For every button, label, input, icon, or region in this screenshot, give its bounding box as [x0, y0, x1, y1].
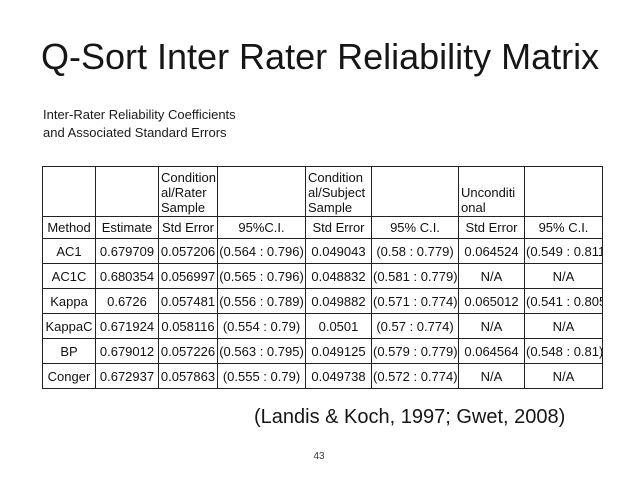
table-column-header-row: Method Estimate Std Error 95%C.I. Std Er…: [42, 216, 603, 239]
value-cell: 0.056997: [158, 263, 218, 289]
value-cell: (0.581 : 0.779): [371, 263, 459, 289]
column-header-ci: 95% C.I.: [524, 216, 603, 239]
method-cell: Conger: [42, 363, 96, 389]
column-header-ci: 95% C.I.: [371, 216, 459, 239]
value-cell: 0.057226: [158, 338, 218, 364]
value-cell: 0.6726: [95, 288, 159, 314]
method-cell: BP: [42, 338, 96, 364]
group-header-cell: [371, 166, 459, 217]
value-cell: 0.064524: [458, 238, 525, 264]
value-cell: 0.672937: [95, 363, 159, 389]
value-cell: (0.556 : 0.789): [217, 288, 306, 314]
method-cell: AC1: [42, 238, 96, 264]
column-header-std-error: Std Error: [458, 216, 525, 239]
subtitle-line-2: and Associated Standard Errors: [43, 125, 227, 140]
value-cell: 0.049125: [305, 338, 372, 364]
table-row: Kappa 0.6726 0.057481 (0.556 : 0.789) 0.…: [42, 288, 603, 314]
column-header-std-error: Std Error: [158, 216, 218, 239]
table-row: KappaC 0.671924 0.058116 (0.554 : 0.79) …: [42, 313, 603, 339]
column-header-estimate: Estimate: [95, 216, 159, 239]
group-header-unconditional: Unconditi onal: [458, 166, 525, 217]
value-cell: (0.554 : 0.79): [217, 313, 306, 339]
value-cell: (0.572 : 0.774): [371, 363, 459, 389]
subtitle: Inter-Rater Reliability Coefficients and…: [43, 106, 236, 142]
value-cell: 0.049043: [305, 238, 372, 264]
value-cell: 0.049882: [305, 288, 372, 314]
value-cell: N/A: [458, 363, 525, 389]
value-cell: 0.057481: [158, 288, 218, 314]
citation-text: (Landis & Koch, 1997; Gwet, 2008): [254, 406, 566, 428]
value-cell: (0.565 : 0.796): [217, 263, 306, 289]
reliability-matrix-table: Condition al/Rater Sample Condition al/S…: [42, 166, 603, 389]
value-cell: N/A: [524, 363, 603, 389]
table-row: AC1C 0.680354 0.056997 (0.565 : 0.796) 0…: [42, 263, 603, 289]
method-cell: KappaC: [42, 313, 96, 339]
value-cell: 0.049738: [305, 363, 372, 389]
value-cell: 0.048832: [305, 263, 372, 289]
column-header-std-error: Std Error: [305, 216, 372, 239]
column-header-ci: 95%C.I.: [217, 216, 306, 239]
value-cell: 0.058116: [158, 313, 218, 339]
group-header-conditional-subject-sample: Condition al/Subject Sample: [305, 166, 372, 217]
page-number: 43: [313, 451, 325, 462]
value-cell: (0.571 : 0.774): [371, 288, 459, 314]
value-cell: 0.057863: [158, 363, 218, 389]
value-cell: (0.57 : 0.774): [371, 313, 459, 339]
value-cell: 0.679709: [95, 238, 159, 264]
value-cell: (0.58 : 0.779): [371, 238, 459, 264]
value-cell: 0.671924: [95, 313, 159, 339]
value-cell: (0.541 : 0.805): [524, 288, 603, 314]
value-cell: (0.563 : 0.795): [217, 338, 306, 364]
value-cell: 0.057206: [158, 238, 218, 264]
value-cell: (0.548 : 0.81): [524, 338, 603, 364]
group-header-cell: [95, 166, 159, 217]
table-row: AC1 0.679709 0.057206 (0.564 : 0.796) 0.…: [42, 238, 603, 264]
value-cell: 0.0501: [305, 313, 372, 339]
value-cell: (0.549 : 0.811): [524, 238, 603, 264]
value-cell: (0.579 : 0.779): [371, 338, 459, 364]
value-cell: 0.064564: [458, 338, 525, 364]
group-header-conditional-rater-sample: Condition al/Rater Sample: [158, 166, 218, 217]
value-cell: N/A: [458, 263, 525, 289]
value-cell: (0.555 : 0.79): [217, 363, 306, 389]
table-group-header-row: Condition al/Rater Sample Condition al/S…: [42, 166, 603, 217]
group-header-cell: [217, 166, 306, 217]
value-cell: N/A: [458, 313, 525, 339]
method-cell: AC1C: [42, 263, 96, 289]
value-cell: 0.065012: [458, 288, 525, 314]
value-cell: N/A: [524, 263, 603, 289]
group-header-cell: [42, 166, 96, 217]
value-cell: 0.680354: [95, 263, 159, 289]
group-header-cell: [524, 166, 603, 217]
table-row: BP 0.679012 0.057226 (0.563 : 0.795) 0.0…: [42, 338, 603, 364]
value-cell: 0.679012: [95, 338, 159, 364]
value-cell: (0.564 : 0.796): [217, 238, 306, 264]
method-cell: Kappa: [42, 288, 96, 314]
value-cell: N/A: [524, 313, 603, 339]
subtitle-line-1: Inter-Rater Reliability Coefficients: [43, 107, 236, 122]
column-header-method: Method: [42, 216, 96, 239]
page-title: Q-Sort Inter Rater Reliability Matrix: [41, 36, 600, 77]
table-row: Conger 0.672937 0.057863 (0.555 : 0.79) …: [42, 363, 603, 389]
